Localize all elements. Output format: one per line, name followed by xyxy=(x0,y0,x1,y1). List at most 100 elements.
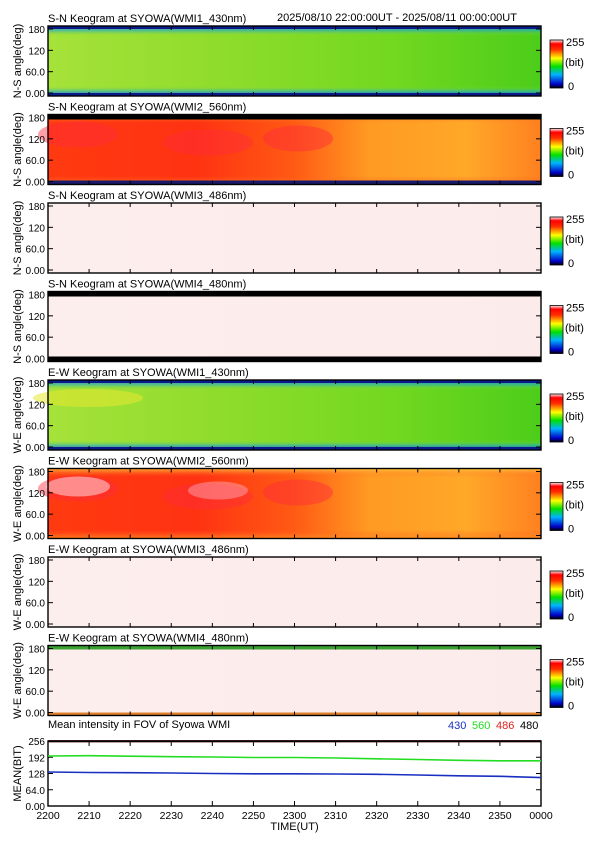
y-axis-label: W-E angle(deg) xyxy=(12,554,24,631)
colorbar-max: 255 xyxy=(566,657,584,669)
keogram-image xyxy=(48,291,541,362)
colorbar xyxy=(549,570,564,620)
y-tick-label: 180 xyxy=(28,645,45,656)
y-tick-label: 0.00 xyxy=(26,620,46,631)
y-axis-label: N-S angle(deg) xyxy=(12,289,24,364)
colorbar-min: 0 xyxy=(568,524,574,536)
time-range: 2025/08/10 22:00:00UT - 2025/08/11 00:00… xyxy=(277,12,517,24)
y-tick-label: 0.00 xyxy=(26,89,46,100)
legend-entry: 486 xyxy=(496,720,514,732)
colorbar-max: 255 xyxy=(566,568,584,580)
y-tick-label: 120 xyxy=(28,46,45,57)
colorbar-unit: (bit) xyxy=(565,411,584,423)
colorbar-unit: (bit) xyxy=(565,57,584,69)
colorbar-min: 0 xyxy=(568,612,574,624)
y-tick-label: 60.0 xyxy=(26,510,46,521)
y-tick-label: 0.00 xyxy=(26,532,46,543)
colorbar xyxy=(549,305,564,354)
colorbar-max: 255 xyxy=(566,480,584,492)
y-tick-label: 180 xyxy=(28,468,45,479)
x-tick-label: 2220 xyxy=(118,810,142,822)
keogram-image xyxy=(48,557,541,627)
x-tick-label: 0000 xyxy=(529,810,553,822)
colorbar-min: 0 xyxy=(568,701,574,713)
keogram-panel: S-N Keogram at SYOWA(WMI1_430nm) 2025/08/… xyxy=(12,12,584,100)
colorbar xyxy=(549,128,564,177)
keogram-brightening xyxy=(163,129,253,156)
y-tick-label: 60.0 xyxy=(26,687,46,698)
y-tick-label: 0.00 xyxy=(26,802,46,813)
y-tick-label: 0.00 xyxy=(26,266,46,277)
x-tick-label: 2300 xyxy=(283,810,307,822)
y-tick-label: 60.0 xyxy=(26,599,46,610)
panel-title: S-N Keogram at SYOWA(WMI3_486nm) xyxy=(48,190,246,202)
keogram-brightening xyxy=(38,121,118,148)
y-axis-label: W-E angle(deg) xyxy=(12,642,24,719)
keogram-panels: S-N Keogram at SYOWA(WMI1_430nm) 2025/08/… xyxy=(12,12,584,720)
y-tick-label: 60.0 xyxy=(26,156,46,167)
colorbar-max: 255 xyxy=(566,126,584,138)
colorbar-unit: (bit) xyxy=(565,588,584,600)
y-tick-label: 180 xyxy=(28,556,45,567)
panel-title: S-N Keogram at SYOWA(WMI2_560nm) xyxy=(48,102,246,114)
y-tick-label: 180 xyxy=(28,202,45,213)
y-axis-label: N-S angle(deg) xyxy=(12,24,24,99)
y-tick-label: 120 xyxy=(28,223,45,234)
y-tick-label: 120 xyxy=(28,400,45,411)
x-tick-label: 2330 xyxy=(406,810,430,822)
y-tick-label: 180 xyxy=(28,291,45,302)
legend-entry: 560 xyxy=(472,720,490,732)
y-tick-label: 0.00 xyxy=(26,443,46,454)
colorbar xyxy=(549,216,564,266)
keogram-brightening xyxy=(33,389,143,407)
panel-title: S-N Keogram at SYOWA(WMI4_480nm) xyxy=(48,279,246,291)
colorbar-max: 255 xyxy=(566,303,584,315)
colorbar xyxy=(549,482,564,531)
mean-intensity-chart: Mean intensity in FOV of Syowa WMI 430 560… xyxy=(12,719,553,833)
colorbar-min: 0 xyxy=(568,258,574,270)
x-tick-label: 2200 xyxy=(36,810,60,822)
y-tick-label: 192 xyxy=(28,753,45,764)
keogram-edge-shading xyxy=(48,114,541,185)
y-tick-label: 0.00 xyxy=(26,178,46,189)
x-tick-label: 2320 xyxy=(365,810,389,822)
colorbar-unit: (bit) xyxy=(565,323,584,335)
keogram-panel: E-W Keogram at SYOWA(WMI2_560nm) 0.00 60.0… xyxy=(12,456,584,543)
y-tick-label: 120 xyxy=(28,135,45,146)
y-tick-label: 60.0 xyxy=(26,68,46,79)
series-line-560 xyxy=(47,754,541,762)
keogram-image xyxy=(48,203,541,273)
x-tick-label: 2210 xyxy=(77,810,101,822)
colorbar-unit: (bit) xyxy=(565,500,584,512)
y-tick-label: 0.00 xyxy=(26,709,46,720)
legend-entry: 430 xyxy=(448,720,466,732)
y-tick-label: 120 xyxy=(28,312,45,323)
y-tick-label: 128 xyxy=(28,770,45,781)
colorbar-max: 255 xyxy=(566,214,584,226)
panel-title: E-W Keogram at SYOWA(WMI4_480nm) xyxy=(48,633,249,645)
x-tick-label: 2310 xyxy=(324,810,348,822)
panel-title: E-W Keogram at SYOWA(WMI3_486nm) xyxy=(48,544,249,556)
x-tick-label: 2350 xyxy=(488,810,512,822)
y-tick-label: 120 xyxy=(28,577,45,588)
colorbar-unit: (bit) xyxy=(565,677,584,689)
keogram-edge-shading xyxy=(48,468,541,539)
colorbar xyxy=(549,393,564,443)
colorbar-unit: (bit) xyxy=(565,234,584,246)
x-axis-label: TIME(UT) xyxy=(270,821,318,833)
keogram-brightening xyxy=(263,125,333,152)
keogram-panel: S-N Keogram at SYOWA(WMI3_486nm) 0.00 60.0… xyxy=(12,190,584,277)
y-tick-label: 180 xyxy=(28,379,45,390)
panel-title: Mean intensity in FOV of Syowa WMI xyxy=(48,719,230,731)
y-tick-label: 180 xyxy=(28,114,45,125)
colorbar-min: 0 xyxy=(568,435,574,447)
colorbar-unit: (bit) xyxy=(565,146,584,158)
colorbar-min: 0 xyxy=(568,347,574,359)
x-tick-label: 2250 xyxy=(242,810,266,822)
colorbar-min: 0 xyxy=(568,81,574,93)
colorbar-max: 255 xyxy=(566,391,584,403)
keogram-panel: S-N Keogram at SYOWA(WMI2_560nm) 0.00 60.0… xyxy=(12,102,584,189)
y-tick-label: 60.0 xyxy=(26,333,46,344)
colorbar-min: 0 xyxy=(568,170,574,182)
